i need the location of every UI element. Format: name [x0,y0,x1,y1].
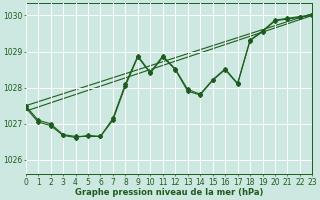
X-axis label: Graphe pression niveau de la mer (hPa): Graphe pression niveau de la mer (hPa) [75,188,263,197]
